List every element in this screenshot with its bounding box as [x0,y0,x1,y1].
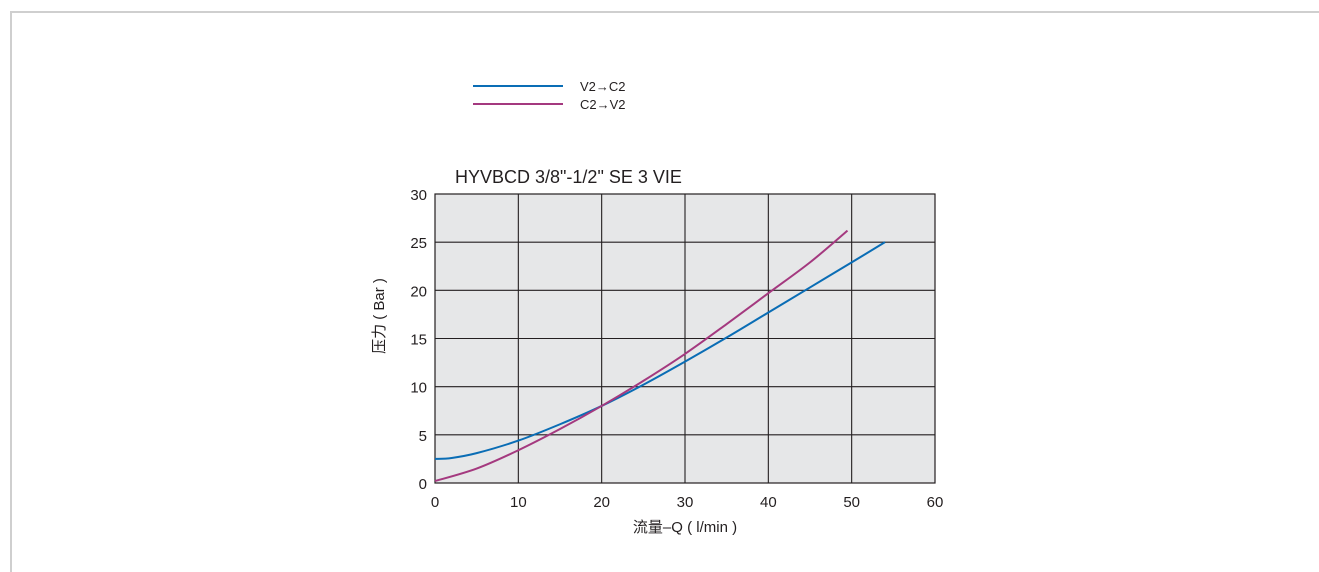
x-tick-label: 30 [677,494,694,511]
panel-frame [10,11,1319,572]
x-tick-label: 40 [760,494,777,511]
y-tick-label: 5 [419,428,427,445]
y-tick-label: 30 [410,187,427,204]
plot-area: 0 10 20 30 40 50 60 0 5 10 15 20 25 30 [410,187,943,511]
legend: V2→C2 C2→V2 [473,79,626,112]
x-tick-label: 50 [843,494,860,511]
y-tick-label: 10 [410,380,427,397]
series-line [434,241,886,460]
x-tick-label: 10 [510,494,527,511]
plot-border [434,193,936,484]
x-tick-label: 0 [431,494,439,511]
y-tick-label: 20 [410,283,427,300]
x-tick-label: 60 [927,494,944,511]
series-line [434,229,849,483]
chart-title: HYVBCD 3/8"-1/2" SE 3 VIE [455,167,682,187]
x-tick-label: 20 [593,494,610,511]
y-tick-label: 0 [419,476,427,493]
y-tick-label: 15 [410,332,427,349]
y-axis-label: 压力 ( Bar ) [371,278,388,354]
y-tick-label: 25 [410,235,427,252]
legend-label: C2→V2 [580,97,626,112]
x-axis-label: 流量–Q ( l/min ) [633,519,737,536]
legend-label: V2→C2 [580,79,626,94]
